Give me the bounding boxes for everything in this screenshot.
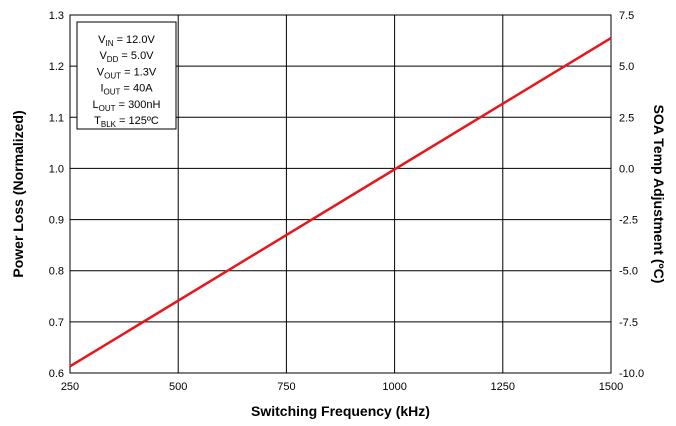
conditions-box: VIN = 12.0V VDD = 5.0V VOUT = 1.3V IOUT = 4… [76, 21, 177, 130]
series-layer [69, 36, 612, 368]
y2-tick-label: 7.5 [619, 10, 634, 22]
y2-tick-label: -2.5 [619, 215, 638, 227]
plot-frame [69, 14, 612, 374]
y-tick-label: 1.0 [49, 163, 64, 175]
condition-line: TBLK = 125ºC [94, 115, 159, 129]
x-tick-labels: 250 500 750 1000 1250 1500 [61, 381, 623, 393]
x-tick-label: 1500 [599, 381, 623, 393]
x-axis-title: Switching Frequency (kHz) [251, 403, 430, 419]
y2-tick-label: -7.5 [619, 317, 638, 329]
x-tick-label: 750 [277, 381, 295, 393]
y-tick-label: 0.7 [49, 317, 64, 329]
y-tick-label: 1.1 [49, 112, 64, 124]
y2-tick-label: 5.0 [619, 61, 634, 73]
y-axis-title: Power Loss (Normalized) [10, 110, 26, 277]
x-tick-label: 1250 [491, 381, 515, 393]
y-tick-labels: 0.6 0.7 0.8 0.9 1.0 1.1 1.2 1.3 [49, 10, 64, 380]
y-tick-label: 1.3 [49, 10, 64, 22]
conditions-box-frame [76, 21, 177, 130]
condition-line: LOUT = 300nH [93, 99, 161, 113]
y2-tick-label: 0.0 [619, 163, 634, 175]
power-loss-line [69, 36, 612, 368]
y-tick-label: 0.6 [49, 368, 64, 380]
y2-tick-labels: -10.0 -7.5 -5.0 -2.5 0.0 2.5 5.0 7.5 [619, 10, 644, 380]
x-tick-label: 250 [61, 381, 79, 393]
condition-line: VIN = 12.0V [98, 34, 155, 48]
y-tick-label: 1.2 [49, 61, 64, 73]
condition-line: VOUT = 1.3V [97, 66, 157, 80]
y2-tick-label: -10.0 [619, 368, 644, 380]
condition-line: IOUT = 40A [100, 83, 153, 97]
y-tick-label: 0.9 [49, 215, 64, 227]
y2-tick-label: 2.5 [619, 112, 634, 124]
y2-axis-title: SOA Temp Adjustment (ºC) [651, 105, 667, 284]
y-tick-label: 0.8 [49, 266, 64, 278]
condition-line: VDD = 5.0V [99, 50, 154, 64]
y2-tick-label: -5.0 [619, 266, 638, 278]
x-tick-label: 1000 [382, 381, 406, 393]
x-tick-label: 500 [169, 381, 187, 393]
